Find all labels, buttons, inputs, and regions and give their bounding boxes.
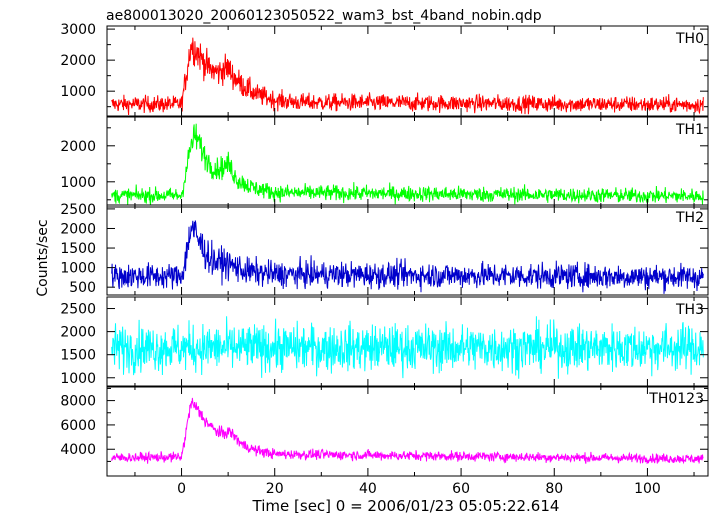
y-tick-label: 2000 <box>60 53 96 69</box>
y-tick-label: 2500 <box>60 302 96 318</box>
y-tick-label: 1000 <box>60 261 96 277</box>
y-tick-label: 2000 <box>60 139 96 155</box>
x-tick-label: 80 <box>545 481 563 497</box>
panel-frame <box>106 116 709 208</box>
panel-frame <box>106 25 709 117</box>
y-tick-label: 1500 <box>60 241 96 257</box>
y-tick-label: 1000 <box>60 371 96 387</box>
y-tick-label: 1000 <box>60 84 96 100</box>
panel-label: TH0 <box>675 31 704 47</box>
panel-th1: 1000 2000 TH1 <box>60 116 709 208</box>
x-tick-label: 40 <box>359 481 377 497</box>
y-tick-label: 6000 <box>60 418 96 434</box>
y-tick-label: 4000 <box>60 442 96 458</box>
panel-label: TH3 <box>675 302 704 318</box>
x-tick-label: 0 <box>177 481 186 497</box>
y-tick-label: 500 <box>69 280 96 296</box>
y-tick-label: 8000 <box>60 394 96 410</box>
panel-frame <box>106 204 709 296</box>
y-tick-label: 2000 <box>60 325 96 341</box>
panel-label: TH0123 <box>648 391 704 407</box>
panel-label: TH2 <box>675 210 704 226</box>
y-axis-label: Counts/sec <box>35 219 51 296</box>
panel-th0: 1000 2000 3000 TH0 <box>60 22 709 117</box>
x-axis-label: Time [sec] 0 = 2006/01/23 05:05:22.614 <box>252 497 560 515</box>
panel-label: TH1 <box>675 122 704 138</box>
y-tick-label: 1000 <box>60 175 96 191</box>
x-tick-label: 100 <box>634 481 661 497</box>
y-tick-label: 3000 <box>60 22 96 38</box>
panel-frame <box>106 385 709 477</box>
panel-th0123: 4000 6000 8000 TH0123 <box>60 385 709 477</box>
y-tick-label: 2500 <box>60 202 96 218</box>
panel-th3: 1000 1500 2000 2500 TH3 <box>60 296 709 388</box>
chart-title: ae800013020_20060123050522_wam3_bst_4ban… <box>106 8 542 24</box>
x-tick-label: 20 <box>266 481 284 497</box>
series-th0 <box>111 37 704 116</box>
panels: 100020003000TH010002000TH150010001500200… <box>60 22 709 497</box>
series-th2 <box>111 220 704 294</box>
series-th0123 <box>111 397 704 465</box>
y-tick-label: 2000 <box>60 221 96 237</box>
panel-frame <box>106 296 709 388</box>
y-tick-label: 1500 <box>60 348 96 364</box>
panel-th2: 500 1000 1500 2000 2500 TH2 <box>60 202 709 296</box>
series-th3 <box>111 316 704 379</box>
series-th1 <box>111 123 704 206</box>
x-tick-label: 60 <box>452 481 470 497</box>
